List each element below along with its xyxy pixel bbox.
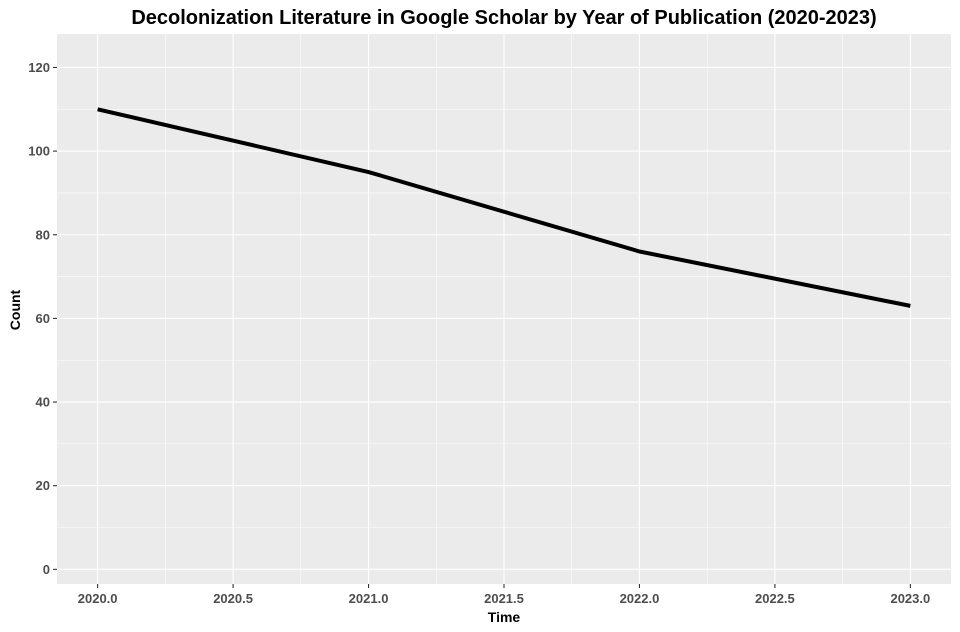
series-layer [97,107,911,308]
y-tick-label: 100 [28,144,50,159]
chart-title: Decolonization Literature in Google Scho… [131,7,876,29]
y-tick-label: 0 [43,562,50,577]
x-tick-label: 2022.0 [620,591,660,606]
x-tick-label: 2021.0 [349,591,389,606]
x-axis: 2020.0 2020.5 2021.0 2021.5 2022.0 2022.5 2023… [78,584,930,606]
x-tick-label: 2021.5 [484,591,524,606]
x-tick-label: 2022.5 [755,591,795,606]
series-line [97,107,911,308]
major-gridlines [57,34,951,584]
y-tick-label: 120 [28,60,50,75]
x-tick-label: 2020.0 [78,591,118,606]
y-axis: 0 20 40 60 80 100 120 [28,60,57,577]
y-tick-label: 20 [36,478,50,493]
y-axis-title: Count [7,289,23,330]
y-tick-label: 60 [36,311,50,326]
x-axis-title: Time [488,609,521,625]
x-tick-label: 2020.5 [213,591,253,606]
y-tick-label: 40 [36,395,50,410]
y-tick-label: 80 [36,227,50,242]
x-tick-label: 2023.0 [890,591,930,606]
